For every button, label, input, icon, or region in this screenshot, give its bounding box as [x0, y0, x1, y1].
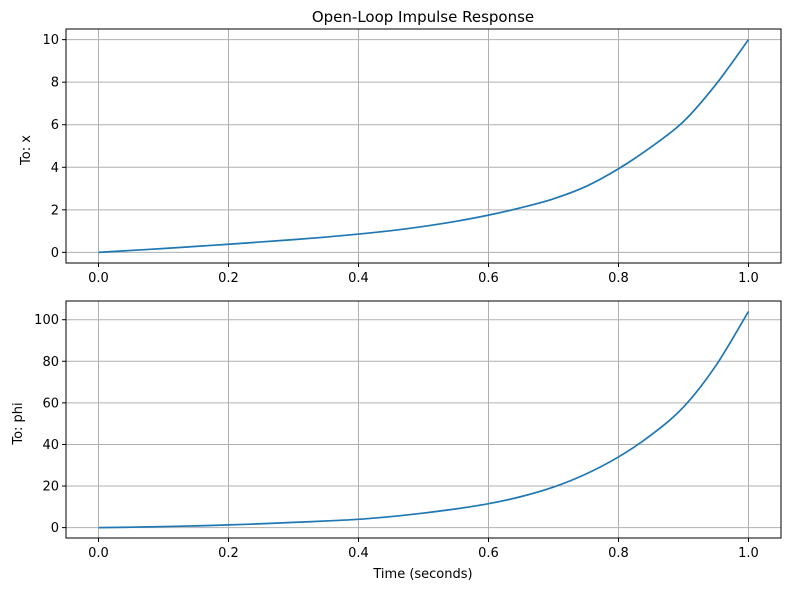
y-tick-label: 2: [51, 203, 59, 218]
x-tick-label: 0.2: [218, 271, 239, 286]
y-tick-label: 40: [42, 438, 59, 453]
x-axis-label: Time (seconds): [372, 567, 472, 582]
x-tick-label: 0.8: [608, 546, 629, 561]
x-tick-label: 0.6: [478, 546, 499, 561]
y-axis-label: To: x: [19, 135, 34, 166]
y-tick-label: 4: [51, 161, 59, 176]
y-tick-label: 10: [42, 33, 59, 48]
x-tick-label: 0.0: [88, 546, 109, 561]
y-axis-label: To: phi: [11, 402, 26, 445]
y-tick-label: 80: [42, 355, 59, 370]
top-subplot: 0.0 0.2 0.4 0.6 0.8 1.0 0 2 4 6 8 10 To: x: [19, 28, 782, 286]
x-tick-label: 0.4: [348, 546, 369, 561]
x-tick-label: 0.2: [218, 546, 239, 561]
x-tick-label: 1.0: [738, 546, 759, 561]
x-tick-label: 0.8: [608, 271, 629, 286]
axes-frame: [65, 28, 782, 264]
series-line: [98, 39, 750, 254]
y-tick-label: 0: [51, 246, 59, 261]
x-tick-label: 0.4: [348, 271, 369, 286]
y-tick-label: 0: [51, 521, 59, 536]
bottom-subplot: 0.0 0.2 0.4 0.6 0.8 1.0 0 20 40 60 80 100 To: phi: [11, 300, 782, 561]
axes-frame: [65, 300, 782, 539]
x-tick-label: 0.6: [478, 271, 499, 286]
y-tick-label: 100: [34, 313, 59, 328]
x-tick-label: 0.0: [88, 271, 109, 286]
y-tick-label: 20: [42, 480, 59, 495]
series-line: [98, 310, 750, 529]
y-tick-label: 6: [51, 118, 59, 133]
chart-title: Open-Loop Impulse Response: [312, 8, 534, 26]
y-tick-label: 8: [51, 76, 59, 91]
y-tick-label: 60: [42, 396, 59, 411]
x-tick-label: 1.0: [738, 271, 759, 286]
